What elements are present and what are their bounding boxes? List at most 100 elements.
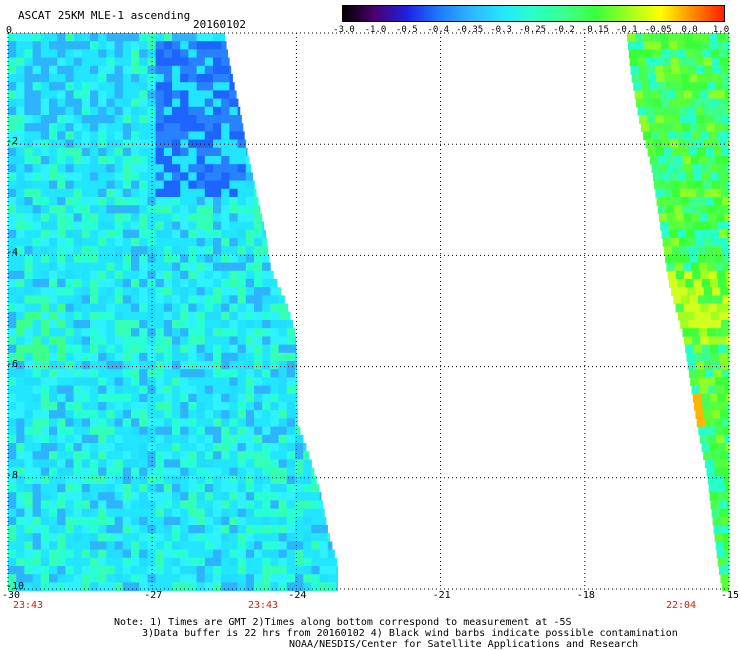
swath-cell — [172, 508, 181, 518]
swath-cell — [57, 369, 66, 378]
swath-cell — [692, 393, 702, 403]
swath-cell — [696, 65, 705, 75]
swath-cell — [221, 254, 230, 264]
swath-cell — [155, 197, 165, 206]
swath-cell — [122, 213, 132, 223]
swath-cell — [57, 303, 66, 313]
swath-cell — [701, 344, 711, 354]
swath-cell — [65, 279, 75, 288]
swath-cell — [188, 369, 198, 378]
swath-cell — [229, 467, 239, 477]
swath-cell — [8, 328, 17, 337]
swath-cell — [40, 582, 50, 592]
swath-cell — [122, 270, 132, 280]
swath-cell — [73, 475, 83, 485]
swath-cell — [24, 188, 34, 198]
swath-cell — [221, 295, 230, 305]
swath-cell — [57, 541, 66, 551]
swath-cell — [24, 156, 34, 165]
swath-cell — [270, 385, 280, 395]
swath-cell — [229, 549, 239, 559]
swath-cell — [204, 221, 214, 231]
swath-cell — [229, 541, 239, 551]
swath-cell — [139, 49, 148, 59]
y-tick-label: -8 — [6, 469, 19, 481]
swath-cell — [49, 270, 58, 280]
swath-cell — [710, 311, 720, 321]
swath-cell — [73, 410, 83, 419]
swath-cell — [278, 434, 288, 444]
swath-cell — [687, 238, 697, 247]
swath-cell — [196, 303, 206, 313]
swath-cell — [57, 500, 66, 510]
swath-cell — [32, 574, 42, 583]
swath-cell — [147, 410, 157, 419]
swath-cell — [721, 369, 729, 378]
swath-cell — [719, 566, 728, 575]
swath-cell — [65, 57, 75, 67]
swath-cell — [24, 426, 34, 436]
swath-cell — [722, 467, 729, 477]
swath-cell — [81, 475, 91, 485]
swath-cell — [286, 475, 296, 485]
swath-cell — [98, 566, 107, 575]
swath-cell — [721, 147, 729, 157]
swath-cell — [180, 475, 189, 485]
swath-cell — [270, 287, 280, 296]
swath-cell — [81, 525, 91, 534]
swath-cell — [49, 426, 58, 436]
swath-cell — [237, 434, 247, 444]
swath-cell — [32, 172, 42, 182]
swath-cell — [336, 582, 338, 592]
swath-cell — [73, 49, 83, 59]
swath-cell — [8, 33, 17, 42]
swath-cell — [646, 65, 656, 75]
swath-cell — [49, 516, 58, 526]
swath-cell — [221, 287, 230, 296]
swath-cell — [254, 402, 263, 411]
swath-cell — [698, 205, 708, 214]
swath-cell — [204, 229, 214, 239]
swath-cell — [720, 410, 729, 419]
swath-cell — [57, 418, 66, 428]
swath-cell — [139, 139, 148, 149]
swath-cell — [90, 434, 99, 444]
swath-cell — [106, 402, 116, 411]
swath-cell — [229, 566, 239, 575]
swath-cell — [81, 49, 91, 59]
swath-cell — [40, 221, 50, 231]
swath-cell — [303, 525, 312, 534]
swath-cell — [122, 475, 132, 485]
swath-cell — [221, 508, 230, 518]
swath-cell — [180, 574, 189, 583]
swath-cell — [196, 344, 206, 354]
swath-cell — [687, 65, 697, 75]
swath-cell — [172, 582, 181, 592]
swath-cell — [131, 525, 140, 534]
y-tick-label: -10 — [6, 581, 25, 592]
swath-cell — [237, 205, 247, 214]
swath-cell — [180, 328, 189, 337]
grid-lines — [7, 32, 730, 590]
swath-cell — [172, 500, 181, 510]
swath-cell — [131, 98, 140, 108]
swath-cell — [254, 451, 263, 460]
swath-cell — [16, 516, 25, 526]
swath-cell — [147, 262, 157, 272]
swath-cell — [237, 582, 247, 592]
swath-cell — [327, 574, 337, 583]
swath-cell — [172, 106, 181, 116]
swath-cell — [122, 328, 132, 337]
swath-cell — [180, 500, 189, 510]
swath-cell — [16, 115, 25, 124]
swath-cell — [122, 90, 132, 100]
swath-cell — [229, 229, 239, 239]
swath-cell — [49, 451, 58, 460]
swath-cell — [98, 336, 107, 346]
swath-cell — [686, 49, 695, 59]
swath-cell — [32, 65, 42, 75]
swath-cell — [725, 221, 729, 231]
swath-cell — [221, 533, 230, 542]
swath-cell — [172, 90, 181, 100]
swath-cell — [319, 492, 322, 501]
